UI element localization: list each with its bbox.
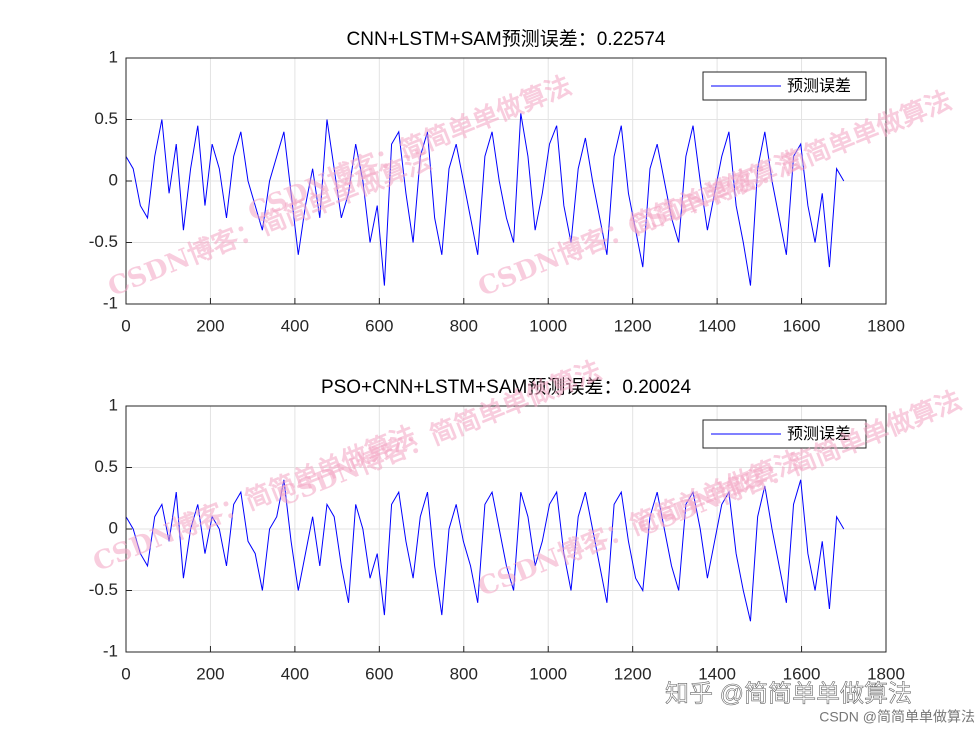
data-line [125,479,845,622]
x-tick-label: 400 [281,316,309,335]
chart-title: CNN+LSTM+SAM预测误差：0.22574 [347,28,666,50]
x-tick-label: 400 [281,664,309,683]
x-tick-label: 1800 [867,316,905,335]
zhihu-watermark: 知乎 @简简单单做算法 [665,680,912,707]
y-tick-label: 1 [109,47,118,66]
x-tick-label: 1200 [614,316,652,335]
x-tick-label: 800 [450,316,478,335]
x-tick-label: 1600 [783,664,821,683]
x-tick-label: 1000 [529,316,567,335]
y-tick-label: 0.5 [94,457,118,476]
y-tick-label: -0.5 [89,232,118,251]
x-tick-label: 0 [121,316,130,335]
x-tick-label: 600 [365,664,393,683]
y-tick-label: 0 [109,518,118,537]
y-tick-label: 1 [109,395,118,414]
csdn-footer: CSDN @简简单单做算法 [819,709,975,725]
chart-title: PSO+CNN+LSTM+SAM预测误差：0.20024 [321,376,692,398]
y-tick-label: -1 [103,293,118,312]
x-tick-label: 1400 [698,664,736,683]
axes-box [125,57,887,305]
y-tick-label: 0 [109,170,118,189]
y-tick-label: -1 [103,641,118,660]
x-tick-label: 1000 [529,664,567,683]
x-tick-label: 800 [450,664,478,683]
y-tick-label: 0.5 [94,109,118,128]
x-tick-label: 200 [196,316,224,335]
x-tick-label: 1200 [614,664,652,683]
data-line [125,113,845,286]
legend-text: 预测误差 [787,425,851,443]
x-tick-label: 200 [196,664,224,683]
y-tick-label: -0.5 [89,580,118,599]
axes-box [125,405,887,653]
x-tick-label: 1400 [698,316,736,335]
legend-text: 预测误差 [787,77,851,95]
x-tick-label: 600 [365,316,393,335]
x-tick-label: 1800 [867,664,905,683]
x-tick-label: 1600 [783,316,821,335]
x-tick-label: 0 [121,664,130,683]
